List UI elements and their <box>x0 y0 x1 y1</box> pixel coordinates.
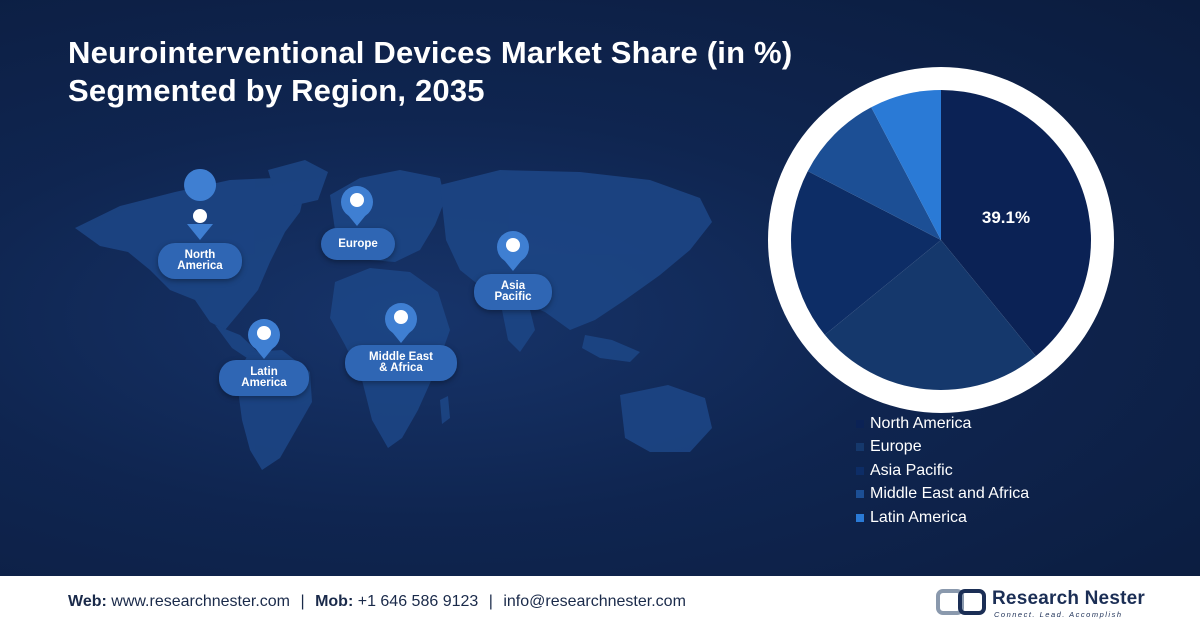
legend-swatch <box>856 466 864 475</box>
map-pins <box>184 169 529 359</box>
legend-swatch <box>856 419 864 428</box>
contact-info: Web: www.researchnester.com | Mob: +1 64… <box>68 593 686 611</box>
map-label-latin-america: Latin America <box>219 360 309 396</box>
logo-icon <box>936 589 986 615</box>
email-link[interactable]: info@researchnester.com <box>503 593 686 610</box>
latin-america-pin[interactable] <box>248 319 280 359</box>
footer-bar: Web: www.researchnester.com | Mob: +1 64… <box>0 576 1200 628</box>
chart-legend: North America Europe Asia Pacific Middle Ea… <box>856 412 1029 530</box>
legend-label: Middle East and Africa <box>870 485 1030 503</box>
legend-label: Europe <box>870 438 922 456</box>
mob-label: Mob: <box>315 593 354 610</box>
title-line-2: Segmented by Region, 2035 <box>68 73 485 108</box>
pie-chart: 39.1% <box>768 67 1114 413</box>
central-america-landmass <box>215 325 258 360</box>
infographic-panel: Neurointerventional Devices Market Share… <box>0 0 1200 576</box>
legend-label: Asia Pacific <box>870 461 953 479</box>
southeast-asia-landmass <box>582 335 640 362</box>
pie-slice-asia-pacific <box>791 171 941 335</box>
logo-name: Research Nester <box>992 588 1145 609</box>
map-label-middle-east-africa: Middle East & Africa <box>345 345 457 381</box>
pie-slice-europe <box>824 240 1036 390</box>
map-label-north-america: North America <box>158 243 242 279</box>
legend-item-asia-pacific: Asia Pacific <box>856 459 1029 483</box>
legend-label: North America <box>870 414 972 432</box>
separator-2: | <box>488 593 493 610</box>
map-label-asia-pacific: Asia Pacific <box>474 274 552 310</box>
web-label: Web: <box>68 593 107 610</box>
north-america-pin[interactable] <box>184 169 217 240</box>
legend-item-north-america: North America <box>856 412 1029 436</box>
legend-label: Latin America <box>870 508 967 526</box>
middle-east-africa-pin[interactable] <box>385 303 417 343</box>
legend-item-middle-east-and-africa: Middle East and Africa <box>856 483 1029 507</box>
india-landmass <box>500 300 535 352</box>
map-label-europe: Europe <box>321 228 395 260</box>
legend-swatch <box>856 513 864 522</box>
australia-landmass <box>620 385 712 452</box>
legend-item-europe: Europe <box>856 436 1029 460</box>
chart-title: Neurointerventional Devices Market Share… <box>68 34 888 110</box>
research-nester-logo[interactable]: Research Nester Connect. Lead. Accomplis… <box>936 586 1146 620</box>
pie-slice-latin-america <box>871 90 941 240</box>
separator-1: | <box>300 593 305 610</box>
greenland-landmass <box>268 160 328 206</box>
asia-pacific-pin[interactable] <box>497 231 529 271</box>
mob-number: +1 646 586 9123 <box>357 593 479 610</box>
pie-slice-middle-east-and-africa <box>807 107 941 240</box>
web-link[interactable]: www.researchnester.com <box>111 593 290 610</box>
pie-data-label-north-america: 39.1% <box>982 208 1030 227</box>
madagascar-landmass <box>440 396 450 424</box>
legend-swatch <box>856 490 864 499</box>
title-line-1: Neurointerventional Devices Market Share… <box>68 35 793 70</box>
legend-item-latin-america: Latin America <box>856 506 1029 530</box>
legend-swatch <box>856 443 864 452</box>
logo-tagline: Connect. Lead. Accomplish <box>994 610 1123 619</box>
pie-slice-north-america <box>941 90 1091 357</box>
europe-pin[interactable] <box>341 186 373 226</box>
